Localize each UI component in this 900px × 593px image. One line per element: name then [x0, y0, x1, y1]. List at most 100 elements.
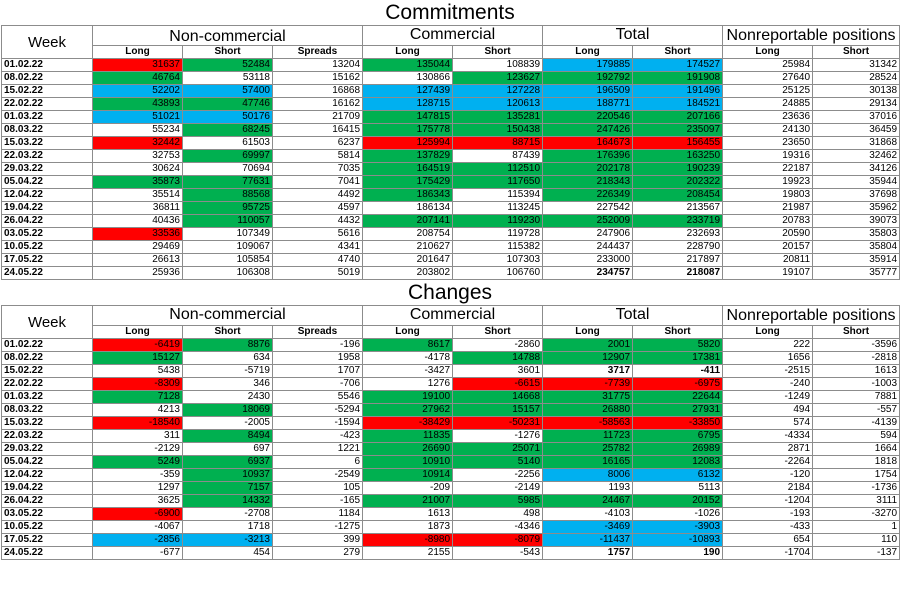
value-cell-nr-short: 1754	[812, 468, 900, 482]
value-cell-c-short: 115394	[452, 188, 544, 202]
value-cell-t-short: 5820	[632, 338, 724, 352]
value-cell-nr-long: -433	[722, 520, 814, 534]
col-nc-long: Long	[92, 325, 183, 339]
value-cell-c-short: -543	[452, 546, 544, 560]
value-cell-nc-long: -2129	[92, 442, 183, 456]
value-cell-t-short: 6795	[632, 429, 724, 443]
value-cell-c-short: 115382	[452, 240, 544, 254]
value-cell-nr-long: 19803	[722, 188, 814, 202]
value-cell-t-short: 163250	[632, 149, 724, 163]
value-cell-nc-spreads: 5814	[271, 149, 364, 163]
value-cell-t-short: 233719	[632, 214, 724, 228]
value-cell-nr-long: 23650	[722, 136, 814, 150]
noncommercial-header: Non-commercial	[91, 25, 364, 46]
value-cell-nc-spreads: 5616	[271, 227, 364, 241]
value-cell-nr-short: 1818	[812, 455, 900, 469]
value-cell-nr-short: 1	[812, 520, 900, 534]
table-row: 01.03.22 51021 50176 21709 147815 135281 22054…	[1, 110, 900, 124]
value-cell-nr-short: 37016	[812, 110, 900, 124]
table-row: 01.02.22 31637 52484 13204 135044 108839 17988…	[1, 58, 900, 72]
table-row: 22.03.22 32753 69997 5814 137829 87439 176396 1…	[1, 149, 900, 163]
value-cell-c-short: 113245	[452, 201, 544, 215]
week-cell: 29.03.22	[1, 162, 93, 176]
value-cell-nc-short: 53118	[182, 71, 273, 85]
value-cell-nc-spreads: 1958	[271, 351, 364, 365]
value-cell-nc-long: 3625	[92, 494, 183, 508]
value-cell-nr-long: 20783	[722, 214, 814, 228]
value-cell-nc-spreads: -5294	[271, 403, 364, 417]
value-cell-nr-long: 2184	[722, 481, 814, 495]
value-cell-t-short: 218087	[632, 266, 724, 280]
value-cell-nc-long: 36811	[92, 201, 183, 215]
value-cell-nc-short: 106308	[182, 266, 273, 280]
value-cell-c-long: 125994	[362, 136, 454, 150]
value-cell-c-long: 21007	[362, 494, 454, 508]
value-cell-t-long: 25782	[542, 442, 634, 456]
value-cell-nr-long: 24885	[722, 97, 814, 111]
table-row: 08.02.22 15127 634 1958 -4178 14788 12907 17381…	[1, 351, 900, 365]
value-cell-nc-short: 109067	[182, 240, 273, 254]
commitments-table: Week Non-commercial Commercial Total Non…	[1, 25, 900, 280]
total-header: Total	[542, 25, 724, 46]
value-cell-t-short: 20152	[632, 494, 724, 508]
value-cell-nc-long: -677	[92, 546, 183, 560]
value-cell-nc-long: 51021	[92, 110, 183, 124]
value-cell-nr-short: -4139	[812, 416, 900, 430]
value-cell-t-short: 6132	[632, 468, 724, 482]
value-cell-nc-short: 8494	[182, 429, 273, 443]
value-cell-nr-short: -137	[812, 546, 900, 560]
value-cell-t-short: -6975	[632, 377, 724, 391]
value-cell-nr-short: -3596	[812, 338, 900, 352]
value-cell-c-short: 498	[452, 507, 544, 521]
value-cell-t-long: 202178	[542, 162, 634, 176]
value-cell-nc-short: -5719	[182, 364, 273, 378]
value-cell-c-long: 164519	[362, 162, 454, 176]
value-cell-t-long: 227542	[542, 201, 634, 215]
value-cell-c-long: 175429	[362, 175, 454, 189]
value-cell-c-short: 108839	[452, 58, 544, 72]
value-cell-nr-short: 34126	[812, 162, 900, 176]
value-cell-t-long: 188771	[542, 97, 634, 111]
nonreportable-header: Nonreportable positions	[722, 305, 900, 326]
table-row: 12.04.22 -359 10937 -2549 10914 -2256 8006 6132…	[1, 468, 900, 482]
table-row: 15.03.22 -18540 -2005 -1594 -38429 -50231 -585…	[1, 416, 900, 430]
value-cell-nc-spreads: 279	[271, 546, 364, 560]
value-cell-t-long: -58563	[542, 416, 634, 430]
value-cell-t-short: 191908	[632, 71, 724, 85]
value-cell-c-short: 88715	[452, 136, 544, 150]
value-cell-c-short: -50231	[452, 416, 544, 430]
col-nc-spreads: Spreads	[271, 45, 364, 59]
value-cell-t-long: 218343	[542, 175, 634, 189]
value-cell-nr-short: 35803	[812, 227, 900, 241]
changes-title: Changes	[407, 281, 493, 304]
changes-body: 01.02.22 -6419 8876 -196 8617 -2860 2001 5820 22…	[1, 338, 900, 560]
value-cell-t-long: -7739	[542, 377, 634, 391]
week-cell: 15.03.22	[1, 416, 93, 430]
value-cell-t-short: 22644	[632, 390, 724, 404]
value-cell-t-short: 202322	[632, 175, 724, 189]
week-cell: 03.05.22	[1, 227, 93, 241]
value-cell-nc-long: 5249	[92, 455, 183, 469]
week-cell: 05.04.22	[1, 175, 93, 189]
col-nr-long: Long	[722, 325, 814, 339]
value-cell-nc-spreads: -1275	[271, 520, 364, 534]
value-cell-nr-short: 594	[812, 429, 900, 443]
value-cell-nr-long: -240	[722, 377, 814, 391]
value-cell-nc-short: 52484	[182, 58, 273, 72]
table-row: 17.05.22 -2856 -3213 399 -8980 -8079 -11437 -10…	[1, 533, 900, 547]
commercial-header: Commercial	[362, 25, 544, 46]
value-cell-nc-spreads: 21709	[271, 110, 364, 124]
value-cell-nr-short: -3270	[812, 507, 900, 521]
value-cell-nr-long: 19107	[722, 266, 814, 280]
value-cell-nr-short: 3111	[812, 494, 900, 508]
value-cell-nc-long: 35873	[92, 175, 183, 189]
week-cell: 15.02.22	[1, 84, 93, 98]
value-cell-nc-spreads: 4740	[271, 253, 364, 267]
value-cell-c-short: 5985	[452, 494, 544, 508]
value-cell-t-short: -10893	[632, 533, 724, 547]
value-cell-t-short: 17381	[632, 351, 724, 365]
value-cell-nc-long: -2856	[92, 533, 183, 547]
value-cell-t-long: 16165	[542, 455, 634, 469]
value-cell-nc-long: 43893	[92, 97, 183, 111]
value-cell-nr-long: 21987	[722, 201, 814, 215]
